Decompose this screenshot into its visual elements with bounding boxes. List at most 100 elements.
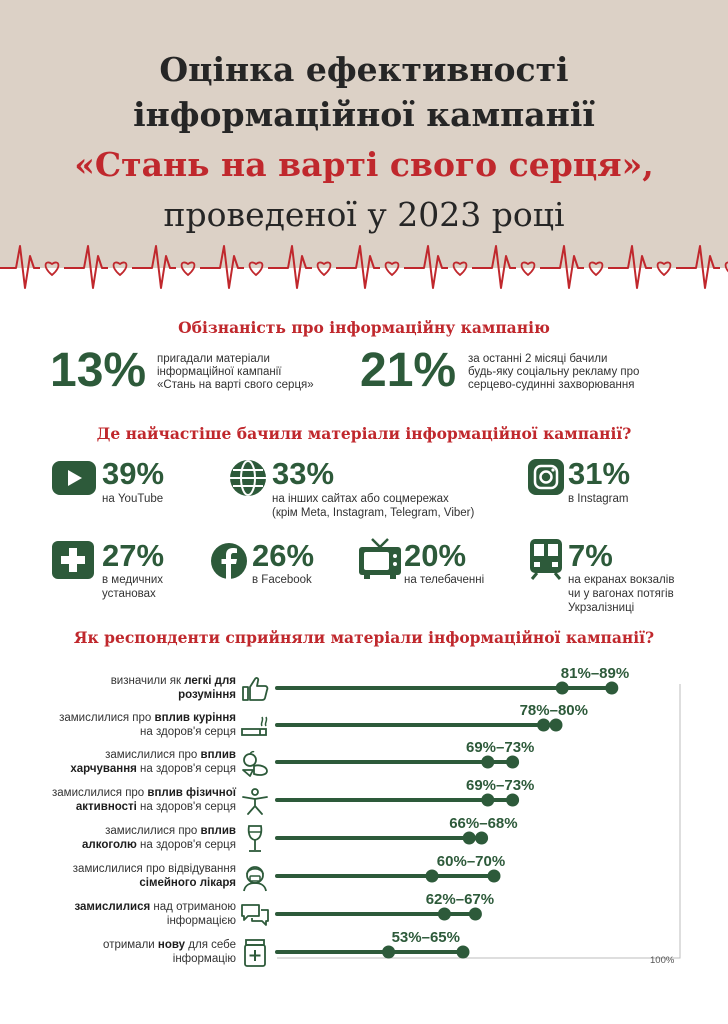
range-label: 78%–80% [520,702,588,719]
perception-dumbbell-chart: 81%–89% 78%–80% 69%–73% 69%–73% 66%–68% 60%–7… [275,665,681,959]
youtube-icon [52,461,96,495]
youtube-value: 39% [102,456,165,491]
row-label-new-info: отримали нову для себе інформацію [8,938,236,966]
desc-line: за останні 2 місяці бачили [468,353,608,365]
desc-line: «Стань на варті свого серця» [157,379,314,391]
row-label-line: отримали нову для себе [8,938,236,952]
thumbs-up-icon [242,677,269,701]
globe-icon [230,460,266,496]
label-text: на здоров'я серця [136,839,236,851]
low-dot [555,681,569,695]
ecg-heart [44,261,60,277]
label-line: (крім Meta, Instagram, Telegram, Viber) [272,507,475,519]
row-label-smoking: замислилися про вплив куріння на здоров'… [8,711,236,739]
desc-line: серцево-судинні захворювання [468,379,635,391]
row-label-easy: визначили як легкі для розуміння [8,674,236,702]
range-label: 69%–73% [466,739,534,756]
row-label-line: замислилися над отриманою [8,900,236,914]
label-bold: розуміння [178,689,236,701]
row-label-line: на здоров'я серця [8,725,236,739]
range-label: 62%–67% [426,891,494,908]
ecg-heart [452,261,468,277]
desc-line: пригадали матеріали [157,353,270,365]
label-line: на екранах вокзалів [568,574,675,586]
instagram-value: 31% [568,456,631,491]
awareness-ads-value: 21% [360,344,457,397]
page-title-line-1: Оцінка ефективності [159,50,569,89]
label-bold: вплив [200,825,236,837]
label-line: в медичних [102,574,164,586]
train-label: на екранах вокзалів чи у вагонах потягів… [568,573,674,615]
high-dot [468,907,482,921]
chat-icon [241,904,269,926]
ecg-heart [724,261,728,273]
low-dot [382,945,396,959]
low-dot [425,869,439,883]
ecg-heart [520,261,536,277]
label-text: на здоров'я серця [140,726,236,738]
label-text: замислилися про [105,749,201,761]
other-sites-label: на інших сайтах або соцмережах (крім Met… [272,492,474,520]
label-line: Укрзалізниці [568,602,635,614]
label-line: на інших сайтах або соцмережах [272,493,449,505]
low-dot [481,793,495,807]
facebook-label: в Facebook [252,574,312,586]
exercise-icon [242,788,268,815]
medical-cross-icon [52,541,94,579]
low-dot [462,831,476,845]
label-bold: активності [75,801,137,813]
label-text: визначили як [110,675,185,687]
train-icon [530,539,562,580]
instagram-icon [528,459,564,495]
medical-label: в медичних установах [102,573,163,601]
train-value: 7% [568,538,613,573]
facebook-value: 26% [252,538,315,573]
label-text: над отриманою [150,901,236,913]
label-line: установах [102,588,156,600]
awareness-section-title: Обізнаність про інформаційну кампанію [178,318,550,337]
ecg-heart [180,261,196,277]
ecg-heart [248,261,264,277]
header-banner: Оцінка ефективності інформаційної кампан… [0,0,728,268]
perception-section-title: Як респонденти сприйняли матеріали інфор… [73,628,655,647]
low-dot [481,755,495,769]
ecg-heart [384,261,400,277]
label-text: замислилися про [105,825,201,837]
label-text: на здоров'я серця [136,801,236,813]
page-subtitle: проведеної у 2023 році [163,195,565,234]
label-bold: легкі для [184,675,236,687]
chart-frame [277,684,681,959]
high-dot [549,718,563,732]
row-label-line: замислилися про відвідування [8,862,236,876]
label-bold: алкоголю [82,839,137,851]
pill-box-icon [244,939,266,967]
campaign-name: «Стань на варті свого серця», [74,145,654,184]
label-bold: нову [157,939,186,951]
wine-glass-icon [247,825,263,852]
awareness-ads-text: за останні 2 місяці бачили будь-яку соці… [468,353,639,392]
row-label-alcohol: замислилися про вплив алкоголю на здоров… [8,824,236,852]
high-dot [506,793,520,807]
row-label-line: алкоголю на здоров'я серця [8,838,236,852]
range-label: 53%–65% [392,929,460,946]
label-bold: сімейного лікаря [139,877,236,889]
tv-value: 20% [404,538,467,573]
label-bold: вплив фізичної [147,787,236,799]
label-text: замислилися про відвідування [72,863,236,875]
high-dot [487,869,501,883]
row-label-line: розуміння [8,688,236,702]
low-dot [537,718,551,732]
page-title-line-2: інформаційної кампанії [133,95,595,134]
row-label-nutrition: замислилися про вплив харчування на здор… [8,748,236,776]
row-label-line: замислилися про вплив [8,824,236,838]
range-label: 66%–68% [449,815,517,832]
label-text: замислилися про [59,712,155,724]
awareness-recall-value: 13% [50,344,147,397]
range-label: 81%–89% [561,665,629,682]
label-text: замислилися про [52,787,148,799]
label-bold: вплив [200,749,236,761]
medical-value: 27% [102,538,165,573]
row-label-line: інформацію [8,952,236,966]
row-label-line: замислилися про вплив куріння [8,711,236,725]
ecg-heart [588,261,604,277]
